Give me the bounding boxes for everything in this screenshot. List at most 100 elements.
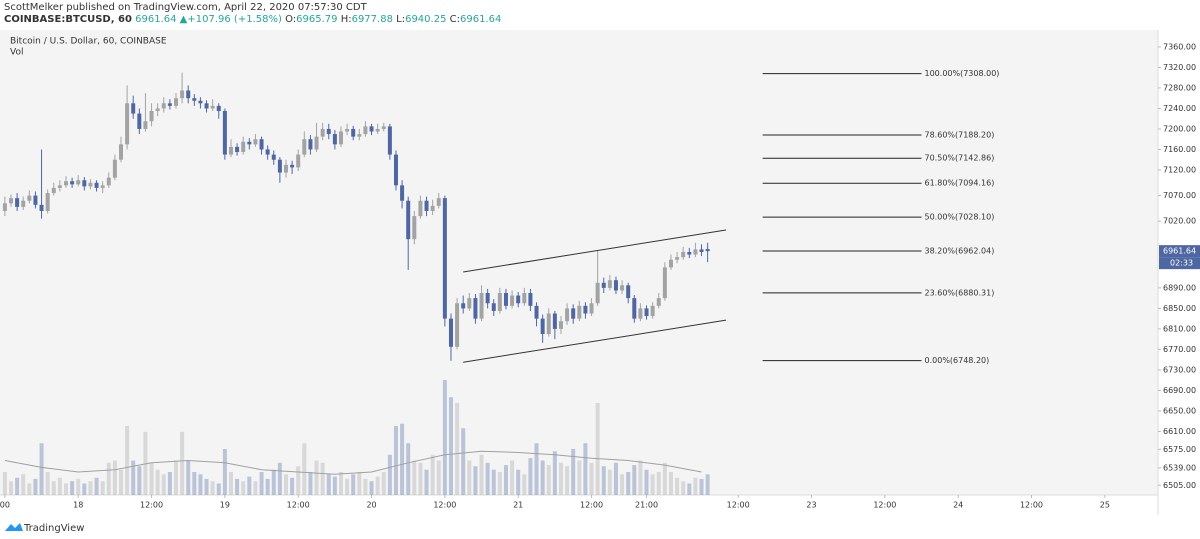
volume-bar [479,454,484,495]
candle-body [503,293,508,306]
volume-bar [558,462,563,495]
volume-bar [424,469,429,495]
y-tick-label: 7160.00 [1163,145,1196,154]
candle-body [88,182,93,187]
fib-label: 61.80%(7094.16) [925,179,995,188]
volume-bar [63,483,68,495]
volume-bar [613,462,618,495]
fib-label: 23.60%(6880.31) [925,288,995,297]
volume-bar [296,466,301,495]
candle-body [479,293,484,319]
y-tick-label: 6770.00 [1163,345,1196,354]
candle-body [546,313,551,335]
volume-bar [448,397,453,495]
fib-label: 100.00%(7308.00) [925,69,1000,78]
fib-label: 38.20%(6962.04) [925,246,995,255]
countdown: 02:33 [1170,259,1193,268]
x-tick-label: 12:00 [140,501,163,510]
candle-body [656,298,661,306]
x-tick-label: 12:00 [1020,501,1043,510]
ohlc-value: 6977.88 [352,14,393,25]
y-tick-label: 6539.00 [1163,463,1196,472]
candle-body [241,141,246,153]
candle-body [393,154,398,186]
volume-bar [216,483,221,495]
volume-bar [510,460,515,495]
candle-body [155,108,160,112]
y-tick-label: 7240.00 [1163,104,1196,113]
volume-bar [473,466,478,495]
volume-bar [461,428,466,495]
candle-body [448,318,453,347]
candle-body [601,282,606,288]
volume-bar [455,403,460,495]
candle-body [668,259,673,268]
volume-bar [357,472,362,495]
candle-body [27,195,32,201]
volume-bar [442,380,447,495]
x-tick-label: 21 [513,501,523,510]
volume-bar [259,472,264,495]
candle-body [552,313,557,329]
volume-bar [94,477,99,495]
volume-bar [705,474,710,495]
volume-bar [332,476,337,495]
volume-bar [204,478,209,495]
volume-bar [39,443,44,495]
candle-body [149,111,154,122]
candle-body [70,181,75,185]
volume-bar [565,466,570,495]
trendline [463,229,727,273]
y-tick-label: 6650.00 [1163,406,1196,415]
x-tick-label: 12:00 [287,501,310,510]
countdown-box [1159,257,1200,270]
candle-body [522,293,527,304]
y-tick-label: 7070.00 [1163,191,1196,200]
x-tick-label: 12:00 [433,501,456,510]
volume-bar [8,481,13,495]
candle-body [607,280,612,288]
ohlc-label: L: [396,14,405,25]
arrow: ▲ [180,14,188,25]
volume-bar [265,478,270,495]
candle-body [137,113,142,129]
fib-label: 78.60%(7188.20) [925,130,995,139]
volume-bar [601,466,606,495]
y-tick-label: 7360.00 [1163,42,1196,51]
x-tick-label: 12:00 [727,501,750,510]
volume-bar [381,472,386,495]
volume-bar [393,426,398,495]
volume-bar [387,454,392,495]
candle-body [467,298,472,309]
candle-body [296,154,301,168]
candle-body [106,177,111,186]
y-tick-label: 6575.00 [1163,445,1196,454]
volume-bar [369,481,374,495]
volume-bar [149,462,154,495]
volume-bar [186,460,191,495]
volume-bar [88,481,93,495]
volume-bar [351,474,356,495]
volume-bar [125,426,130,495]
candle-body [558,321,563,329]
candle-body [650,305,655,317]
volume-bar [210,481,215,495]
price-axis [1158,30,1200,515]
volume-bar [418,462,423,495]
candle-body [442,198,447,319]
volume-bar [589,462,594,495]
volume-bar [503,465,508,495]
candle-body [63,181,68,186]
plot-background [0,30,1158,495]
candle-body [320,128,325,137]
volume-bar [552,451,557,495]
volume-bar [198,474,203,495]
volume-bar [192,472,197,495]
candle-body [620,285,625,291]
candle-body [21,200,26,207]
volume-bar [118,469,123,495]
y-tick-label: 7320.00 [1163,63,1196,72]
x-tick-label: 12:00 [580,501,603,510]
volume-bar [283,474,288,495]
candle-body [687,251,692,255]
